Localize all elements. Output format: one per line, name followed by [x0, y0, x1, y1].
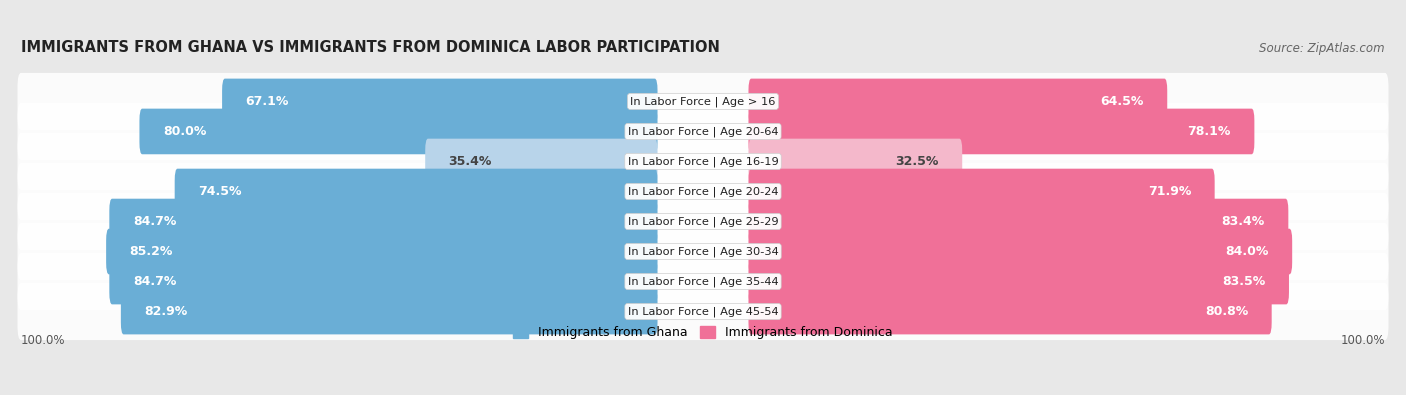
Text: 32.5%: 32.5%	[896, 155, 939, 168]
FancyBboxPatch shape	[425, 139, 658, 184]
Text: IMMIGRANTS FROM GHANA VS IMMIGRANTS FROM DOMINICA LABOR PARTICIPATION: IMMIGRANTS FROM GHANA VS IMMIGRANTS FROM…	[21, 40, 720, 55]
Text: 74.5%: 74.5%	[198, 185, 242, 198]
Text: 67.1%: 67.1%	[246, 95, 288, 108]
FancyBboxPatch shape	[748, 229, 1292, 275]
FancyBboxPatch shape	[17, 223, 1389, 280]
FancyBboxPatch shape	[105, 229, 658, 275]
Text: 83.4%: 83.4%	[1222, 215, 1265, 228]
FancyBboxPatch shape	[222, 79, 658, 124]
Text: 80.0%: 80.0%	[163, 125, 207, 138]
FancyBboxPatch shape	[748, 289, 1271, 335]
Text: 84.0%: 84.0%	[1226, 245, 1268, 258]
FancyBboxPatch shape	[17, 103, 1389, 160]
Text: In Labor Force | Age 20-24: In Labor Force | Age 20-24	[627, 186, 779, 197]
FancyBboxPatch shape	[110, 259, 658, 305]
Text: 35.4%: 35.4%	[449, 155, 492, 168]
Text: In Labor Force | Age 20-64: In Labor Force | Age 20-64	[627, 126, 779, 137]
FancyBboxPatch shape	[17, 253, 1389, 310]
Text: 100.0%: 100.0%	[21, 334, 66, 346]
Legend: Immigrants from Ghana, Immigrants from Dominica: Immigrants from Ghana, Immigrants from D…	[508, 322, 898, 344]
Text: 80.8%: 80.8%	[1205, 305, 1249, 318]
Text: In Labor Force | Age 25-29: In Labor Force | Age 25-29	[627, 216, 779, 227]
Text: In Labor Force | Age 45-54: In Labor Force | Age 45-54	[627, 307, 779, 317]
FancyBboxPatch shape	[748, 199, 1288, 245]
Text: 84.7%: 84.7%	[132, 275, 176, 288]
FancyBboxPatch shape	[748, 169, 1215, 214]
FancyBboxPatch shape	[110, 199, 658, 245]
Text: 82.9%: 82.9%	[145, 305, 187, 318]
Text: In Labor Force | Age 16-19: In Labor Force | Age 16-19	[627, 156, 779, 167]
Text: In Labor Force | Age 35-44: In Labor Force | Age 35-44	[627, 276, 779, 287]
Text: 100.0%: 100.0%	[1340, 334, 1385, 346]
FancyBboxPatch shape	[748, 79, 1167, 124]
FancyBboxPatch shape	[748, 109, 1254, 154]
Text: 83.5%: 83.5%	[1222, 275, 1265, 288]
FancyBboxPatch shape	[174, 169, 658, 214]
Text: 71.9%: 71.9%	[1147, 185, 1191, 198]
FancyBboxPatch shape	[139, 109, 658, 154]
FancyBboxPatch shape	[121, 289, 658, 335]
Text: 85.2%: 85.2%	[129, 245, 173, 258]
FancyBboxPatch shape	[748, 259, 1289, 305]
FancyBboxPatch shape	[17, 73, 1389, 130]
FancyBboxPatch shape	[17, 283, 1389, 340]
Text: Source: ZipAtlas.com: Source: ZipAtlas.com	[1260, 42, 1385, 55]
Text: 84.7%: 84.7%	[132, 215, 176, 228]
Text: 64.5%: 64.5%	[1101, 95, 1144, 108]
Text: In Labor Force | Age > 16: In Labor Force | Age > 16	[630, 96, 776, 107]
FancyBboxPatch shape	[17, 133, 1389, 190]
Text: 78.1%: 78.1%	[1188, 125, 1232, 138]
FancyBboxPatch shape	[17, 193, 1389, 250]
FancyBboxPatch shape	[748, 139, 962, 184]
FancyBboxPatch shape	[17, 163, 1389, 220]
Text: In Labor Force | Age 30-34: In Labor Force | Age 30-34	[627, 246, 779, 257]
